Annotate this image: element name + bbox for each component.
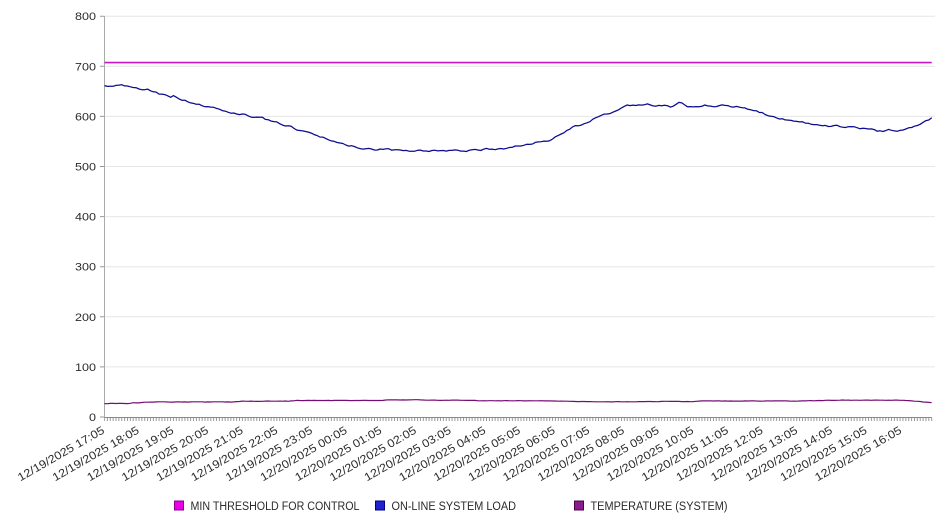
svg-text:200: 200 [75,312,96,324]
svg-text:MIN THRESHOLD FOR CONTROL: MIN THRESHOLD FOR CONTROL [191,499,360,513]
svg-text:0: 0 [89,412,96,424]
svg-text:ON-LINE SYSTEM LOAD: ON-LINE SYSTEM LOAD [392,499,517,513]
svg-text:700: 700 [75,61,96,73]
svg-text:400: 400 [75,212,96,224]
svg-text:600: 600 [75,111,96,123]
svg-text:500: 500 [75,162,96,174]
svg-text:800: 800 [75,11,96,23]
svg-text:100: 100 [75,362,96,374]
svg-text:300: 300 [75,262,96,274]
svg-text:TEMPERATURE (SYSTEM): TEMPERATURE (SYSTEM) [591,499,728,513]
